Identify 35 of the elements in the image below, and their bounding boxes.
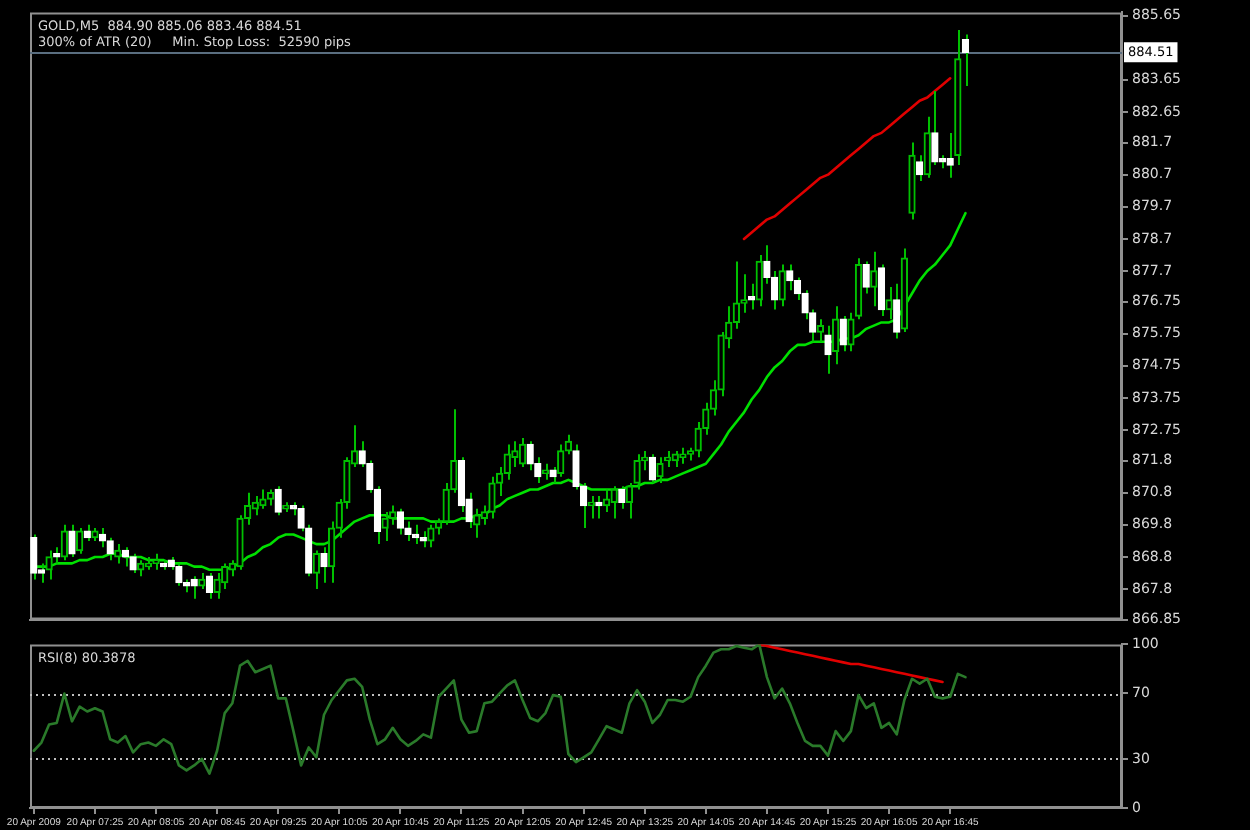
candlestick xyxy=(816,318,825,343)
candlestick xyxy=(595,494,603,520)
candlestick xyxy=(114,543,122,565)
candlestick xyxy=(121,546,130,568)
candlestick xyxy=(312,549,321,591)
candlestick xyxy=(381,510,389,542)
candlestick xyxy=(633,453,641,491)
candlestick xyxy=(411,523,420,546)
candlestick xyxy=(213,572,221,600)
candlestick xyxy=(98,527,107,549)
candlestick xyxy=(427,523,435,549)
candlestick xyxy=(870,250,878,308)
candlestick xyxy=(129,552,137,575)
candlestick xyxy=(274,485,282,517)
candlestick xyxy=(68,523,76,558)
candlestick xyxy=(175,562,183,587)
candlestick xyxy=(557,443,565,478)
candlestick xyxy=(786,263,794,292)
candlestick xyxy=(839,315,847,353)
candlestick xyxy=(755,253,763,308)
candlestick xyxy=(396,507,405,536)
candlestick xyxy=(656,456,664,485)
candlestick xyxy=(587,494,595,520)
candlestick xyxy=(259,488,267,510)
candlestick xyxy=(190,575,198,600)
candlestick xyxy=(824,324,832,375)
candlestick xyxy=(778,263,786,308)
candlestick xyxy=(60,523,69,562)
candlestick xyxy=(45,549,53,581)
candlestick xyxy=(488,475,496,520)
candlestick xyxy=(30,533,38,581)
candlestick xyxy=(923,115,931,179)
candlestick xyxy=(885,286,893,321)
candlestick xyxy=(602,488,611,513)
candlestick xyxy=(648,453,657,485)
